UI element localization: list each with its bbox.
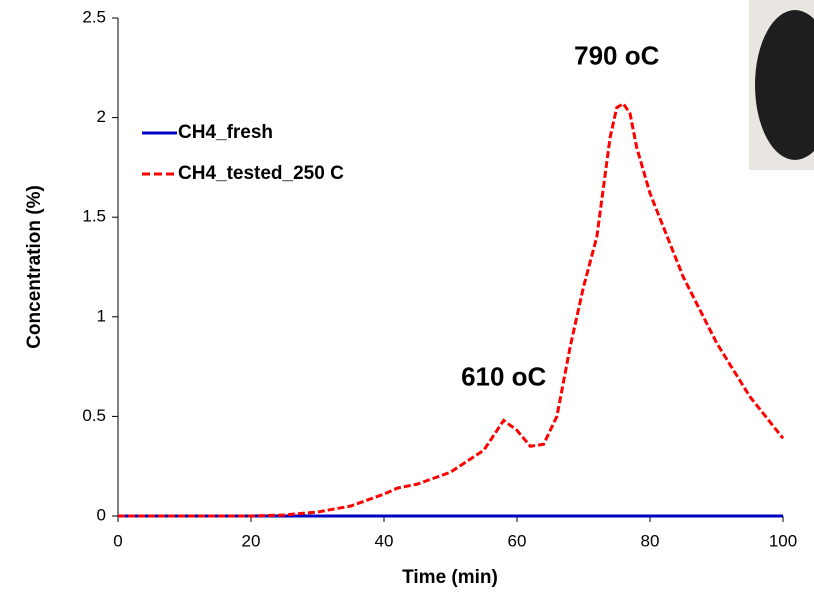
x-tick-label: 20	[242, 531, 261, 550]
series-line	[118, 101, 785, 518]
x-tick-label: 40	[375, 531, 394, 550]
legend-label: CH4_fresh	[178, 122, 273, 143]
annotation: 790 oC	[574, 41, 659, 71]
y-tick-label: 1.5	[82, 207, 106, 226]
x-axis-label: Time (min)	[402, 567, 498, 588]
annotation: 610 oC	[461, 361, 546, 391]
x-tick-label: 60	[508, 531, 527, 550]
x-tick-label: 0	[113, 531, 122, 550]
y-tick-label: 0	[97, 505, 106, 524]
y-tick-label: 2	[97, 107, 106, 126]
legend-label: CH4_tested_250 C	[178, 163, 344, 184]
x-tick-label: 100	[769, 531, 797, 550]
y-tick-label: 1	[97, 306, 106, 325]
y-axis-label: Concentration (%)	[24, 185, 45, 349]
y-tick-label: 0.5	[82, 406, 106, 425]
photo-powder	[755, 10, 814, 160]
y-tick-label: 2.5	[82, 7, 106, 26]
x-tick-label: 80	[641, 531, 660, 550]
